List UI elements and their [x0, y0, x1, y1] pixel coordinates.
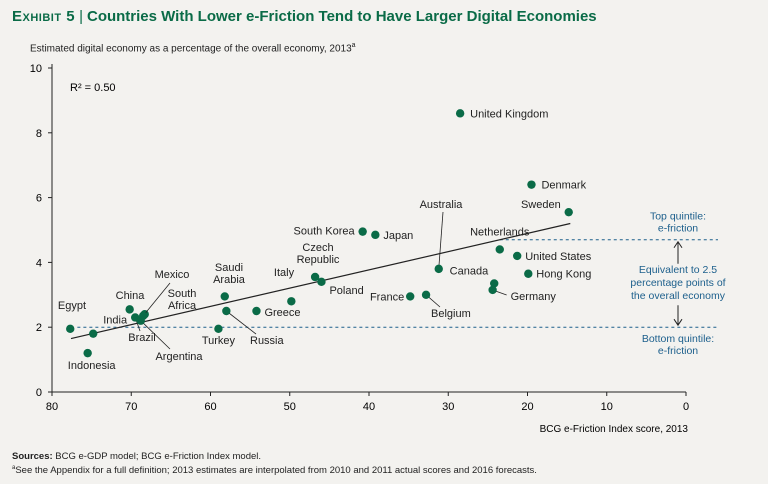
- data-point: [527, 180, 536, 189]
- gap-arrowhead-up: [673, 240, 683, 248]
- data-point: [371, 230, 380, 240]
- y-axis-title-text: Estimated digital economy as a percentag…: [30, 43, 352, 55]
- sources-label: Sources:: [12, 451, 53, 462]
- leader-line: [438, 211, 444, 269]
- leader-line: [140, 320, 171, 350]
- data-point: [406, 292, 415, 301]
- leader-line: [226, 310, 257, 335]
- data-point: [490, 279, 499, 288]
- exhibit-title: Exhibit 5 | Countries With Lower e-Frictio…: [12, 8, 597, 25]
- leader-line: [142, 282, 171, 317]
- x-tick-label: 70: [125, 401, 137, 413]
- sources-note: Sources: BCG e-GDP model; BCG e-Friction…: [12, 451, 261, 462]
- point-label: Canada: [450, 265, 489, 277]
- point-label: Denmark: [541, 180, 586, 192]
- point-label: Mexico: [155, 269, 190, 281]
- point-label: Brazil: [128, 332, 156, 344]
- r-squared-label: R² = 0.50: [70, 82, 116, 94]
- title-separator: |: [79, 8, 83, 25]
- y-tick-label: 8: [36, 128, 42, 140]
- title-text: Countries With Lower e-Friction Tend to …: [86, 8, 597, 25]
- point-label: South Korea: [294, 226, 356, 238]
- data-point: [524, 269, 533, 278]
- exhibit-number: Exhibit 5: [12, 8, 76, 25]
- point-label: Belgium: [431, 308, 471, 320]
- sources-text: BCG e-GDP model; BCG e-Friction Index mo…: [52, 451, 262, 462]
- data-point: [83, 348, 92, 358]
- point-label: Germany: [511, 291, 557, 303]
- point-label: France: [370, 291, 404, 303]
- data-point: [434, 264, 443, 274]
- data-point: [564, 207, 573, 217]
- point-label: Russia: [250, 335, 285, 347]
- data-point: [220, 292, 229, 301]
- footnote-marker: a: [12, 465, 16, 471]
- footnote: aSee the Appendix for a full definition;…: [12, 465, 537, 476]
- x-tick-label: 40: [363, 401, 375, 413]
- data-point: [222, 306, 231, 316]
- data-point: [455, 109, 465, 118]
- point-label: Poland: [329, 285, 363, 297]
- data-point: [310, 272, 320, 282]
- data-point: [136, 316, 145, 325]
- data-point: [252, 306, 261, 316]
- point-label: United States: [525, 251, 592, 263]
- point-label: Australia: [420, 199, 464, 211]
- data-point: [512, 251, 522, 261]
- x-tick-label: 10: [601, 401, 613, 413]
- x-tick-label: 80: [46, 401, 58, 413]
- x-tick-label: 50: [284, 401, 296, 413]
- data-point: [317, 277, 326, 287]
- y-tick-label: 0: [36, 387, 42, 399]
- y-tick-label: 6: [36, 193, 42, 205]
- top-quintile-label: Top quintile: e-friction: [650, 211, 706, 235]
- footnote-text: See the Appendix for a full definition; …: [15, 465, 537, 477]
- x-axis-title: BCG e-Friction Index score, 2013: [540, 424, 689, 435]
- point-label: Italy: [274, 267, 295, 279]
- point-label: China: [116, 290, 146, 302]
- y-tick-label: 4: [36, 257, 42, 269]
- point-label: Egypt: [58, 300, 86, 312]
- data-point: [421, 290, 431, 299]
- x-tick-label: 0: [683, 401, 689, 413]
- point-label: Argentina: [155, 351, 203, 363]
- data-point: [89, 329, 98, 338]
- data-point: [66, 324, 75, 334]
- data-point: [358, 227, 367, 236]
- point-label: Indonesia: [68, 360, 117, 372]
- data-point: [125, 305, 134, 314]
- point-label: Saudi Arabia: [213, 262, 246, 286]
- data-point: [214, 324, 223, 334]
- point-label: Turkey: [202, 335, 236, 347]
- point-label: South Africa: [168, 288, 197, 312]
- point-label: Japan: [383, 230, 413, 242]
- data-point: [488, 285, 497, 295]
- x-tick-label: 20: [521, 401, 533, 413]
- point-label: Sweden: [521, 199, 561, 211]
- y-axis-title-footnote-marker: a: [351, 42, 356, 49]
- bottom-quintile-label: Bottom quintile: e-friction: [642, 333, 714, 357]
- scatter-chart: 0 2 4 6 8 10 80 70 60 50 40 30 20 10 0 BCG e-Friction I…: [30, 63, 726, 435]
- data-point: [495, 245, 504, 254]
- point-label: Hong Kong: [536, 269, 591, 281]
- x-tick-label: 60: [204, 401, 216, 413]
- point-label: India: [103, 315, 128, 327]
- point-label: Netherlands: [470, 226, 530, 238]
- y-axis-title: Estimated digital economy as a percentag…: [30, 42, 356, 54]
- point-label: Greece: [264, 307, 300, 319]
- gap-arrowhead-down: [673, 318, 683, 327]
- y-tick-label: 2: [36, 322, 42, 334]
- data-point: [287, 297, 296, 306]
- point-label: United Kingdom: [470, 108, 548, 120]
- point-label: Czech Republic: [297, 242, 340, 266]
- x-tick-label: 30: [442, 401, 454, 413]
- gap-annotation: Equivalent to 2.5 percentage points of the…: [630, 264, 725, 302]
- y-tick-label: 10: [30, 63, 42, 75]
